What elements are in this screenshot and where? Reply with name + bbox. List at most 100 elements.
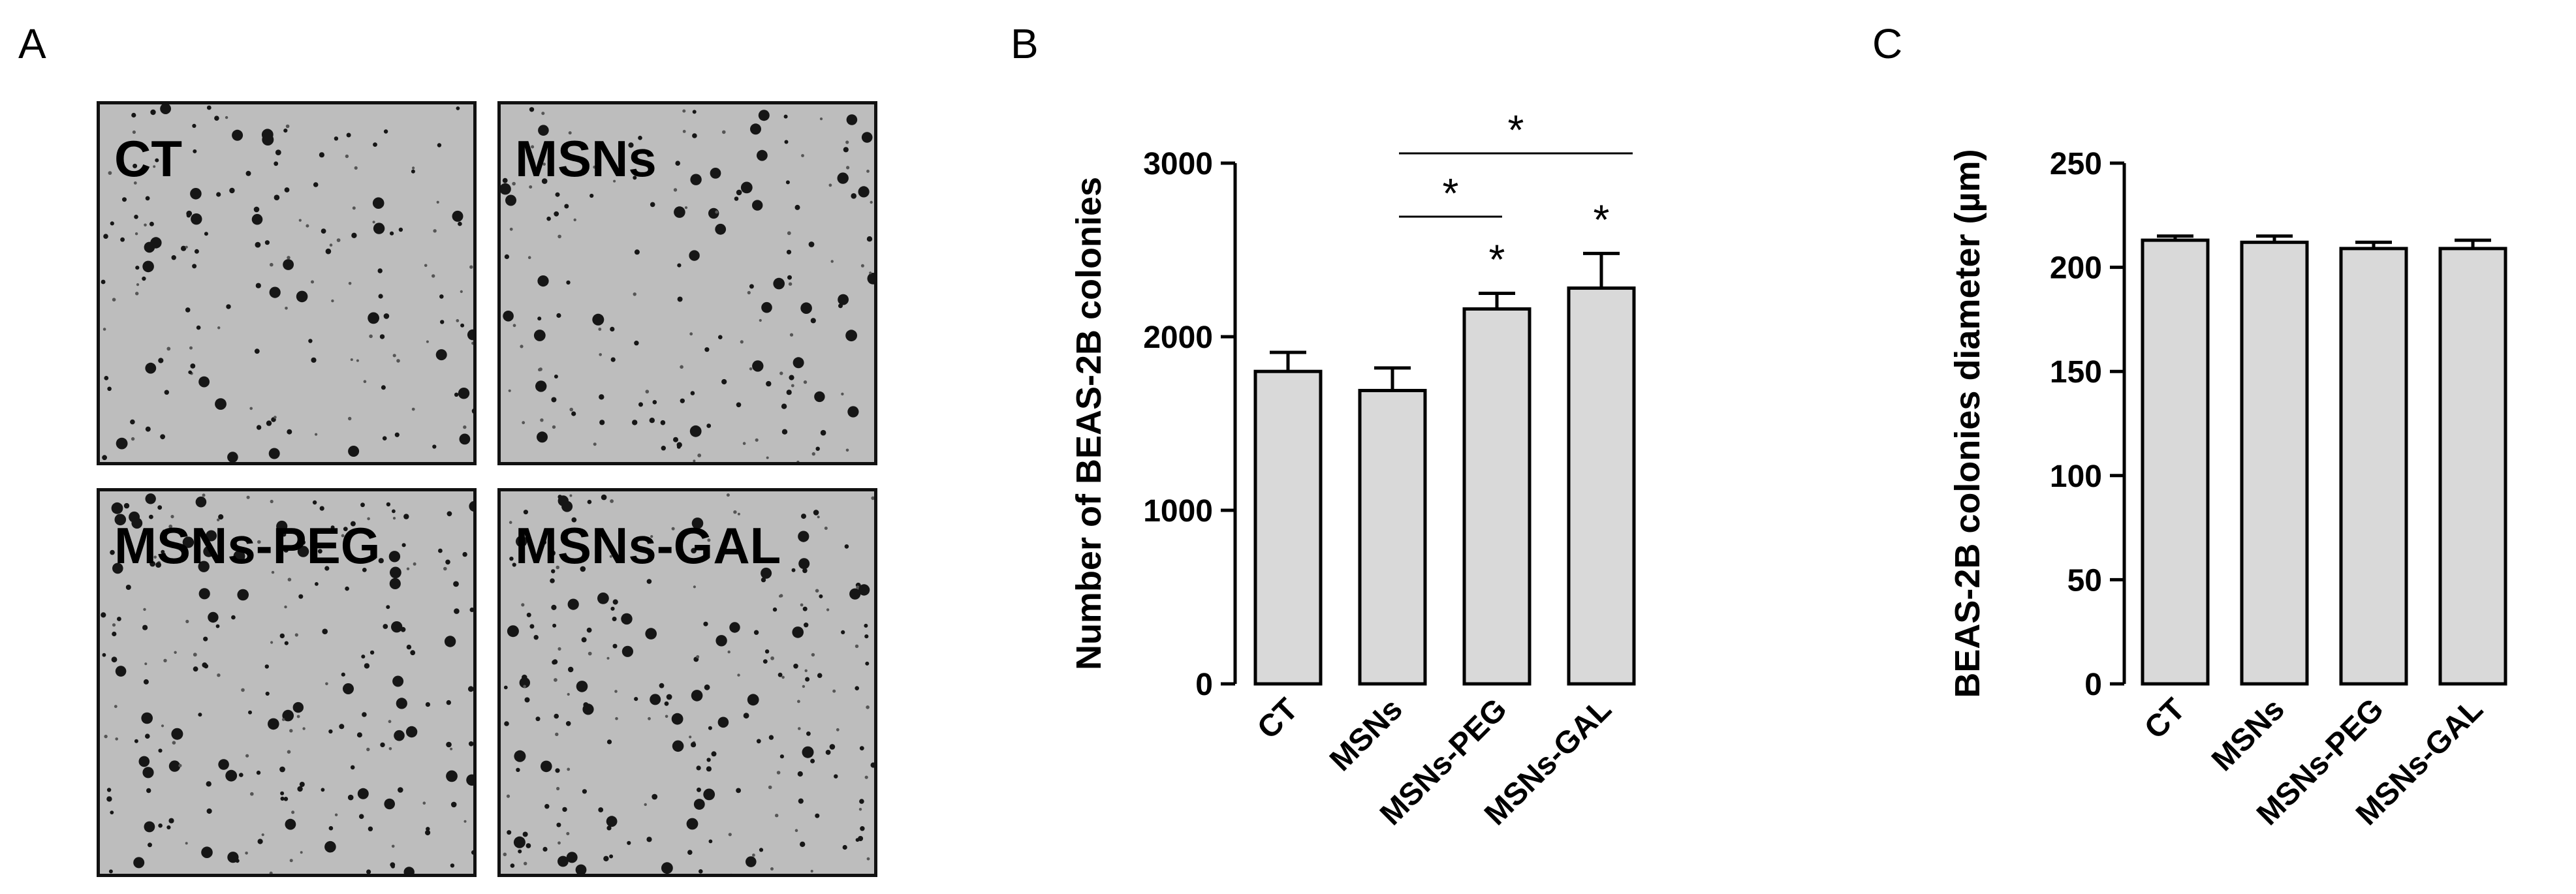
colony-dot xyxy=(830,260,834,263)
colony-dot xyxy=(103,234,108,239)
colony-dot xyxy=(248,710,252,715)
colony-dot xyxy=(392,509,396,514)
colony-dot xyxy=(836,728,840,732)
colony-dot xyxy=(150,237,162,249)
colony-dot xyxy=(276,520,288,532)
colony-dot xyxy=(456,319,460,322)
colony-dot xyxy=(568,666,574,673)
colony-dot xyxy=(764,649,770,654)
colony-dot xyxy=(101,279,106,285)
colony-dot xyxy=(168,524,173,529)
colony-dot xyxy=(851,193,856,199)
colony-dot xyxy=(861,132,873,143)
colony-dot xyxy=(509,521,512,524)
colony-dot xyxy=(762,305,769,311)
colony-dot xyxy=(185,245,188,249)
colony-dot xyxy=(587,499,592,504)
colony-dot xyxy=(311,357,317,363)
colony-dot xyxy=(284,187,290,193)
colony-dot xyxy=(195,496,207,508)
colony-dot xyxy=(734,196,739,201)
colony-dot xyxy=(378,558,384,564)
colony-dot xyxy=(648,717,651,720)
colony-dot xyxy=(503,685,508,690)
colony-dot xyxy=(740,181,753,194)
colony-dot xyxy=(798,727,801,730)
colony-dot xyxy=(134,232,138,236)
colony-dot xyxy=(459,433,471,445)
colony-dot xyxy=(403,867,415,874)
colony-dot xyxy=(143,679,149,685)
colony-dot xyxy=(753,630,759,635)
colony-dot xyxy=(185,619,189,623)
colony-dot xyxy=(783,114,788,119)
colony-dot xyxy=(214,116,219,121)
plate-label: MSNs-PEG xyxy=(114,517,381,574)
colony-dot xyxy=(287,256,291,260)
y-tick-label: 200 xyxy=(2050,251,2102,286)
colony-dot xyxy=(350,765,355,770)
colony-dot xyxy=(815,446,820,451)
colony-dot xyxy=(858,584,870,596)
colony-dot xyxy=(446,770,458,782)
colony-dot xyxy=(149,514,153,519)
colony-dot xyxy=(111,656,118,663)
colony-dot xyxy=(673,437,678,442)
colony-dot xyxy=(533,635,539,640)
colony-dot xyxy=(703,621,708,626)
colony-dot xyxy=(677,296,683,302)
colony-dot xyxy=(558,855,569,867)
colony-dot xyxy=(149,561,155,567)
colony-dot xyxy=(298,219,302,222)
colony-dot xyxy=(268,718,279,730)
colony-dot xyxy=(588,651,592,656)
colony-dot xyxy=(792,626,804,638)
colony-dot xyxy=(361,655,366,659)
colony-dot xyxy=(437,143,442,147)
y-axis-label: BEAS-2B colonies diameter (µm) xyxy=(1948,149,1987,698)
colony-dot xyxy=(373,223,385,234)
colony-dot xyxy=(382,436,387,440)
colony-dot xyxy=(245,170,251,176)
colony-dot xyxy=(155,158,159,162)
colony-dot xyxy=(776,771,781,775)
colony-dot xyxy=(112,563,123,574)
colony-dot xyxy=(779,371,783,375)
colony-dot xyxy=(372,221,375,224)
colony-dot xyxy=(650,535,653,538)
colony-dot xyxy=(280,791,285,795)
colony-dot xyxy=(841,392,844,395)
colony-dot xyxy=(319,152,324,158)
colony-dot xyxy=(665,715,668,718)
colony-dot xyxy=(527,256,531,259)
colony-dot xyxy=(117,617,121,621)
colony-dot xyxy=(825,750,831,755)
colony-dot xyxy=(824,527,828,530)
colony-dot xyxy=(513,836,526,848)
colony-dot xyxy=(324,840,336,853)
colony-dot xyxy=(380,742,385,748)
colony-dot xyxy=(135,266,140,270)
colony-dot xyxy=(699,869,703,874)
colony-dot xyxy=(810,318,816,324)
colony-dot xyxy=(599,420,605,425)
colony-dot xyxy=(286,264,291,269)
colony-dot xyxy=(752,854,755,857)
colony-dot xyxy=(388,720,392,724)
colony-dot xyxy=(582,789,587,794)
colony-dot xyxy=(436,200,439,204)
colony-dot xyxy=(565,721,571,726)
colony-dot xyxy=(817,516,820,519)
colony-dot xyxy=(526,843,531,848)
colony-dot xyxy=(813,510,819,516)
colony-dot xyxy=(711,751,717,757)
colony-dot xyxy=(403,514,409,519)
colony-dot xyxy=(110,221,114,226)
colony-dot xyxy=(575,864,587,874)
colony-dot xyxy=(736,402,742,408)
colony-dot xyxy=(391,621,403,633)
colony-dot xyxy=(566,852,578,863)
colony-dot xyxy=(847,406,859,418)
colony-dot xyxy=(329,243,333,247)
